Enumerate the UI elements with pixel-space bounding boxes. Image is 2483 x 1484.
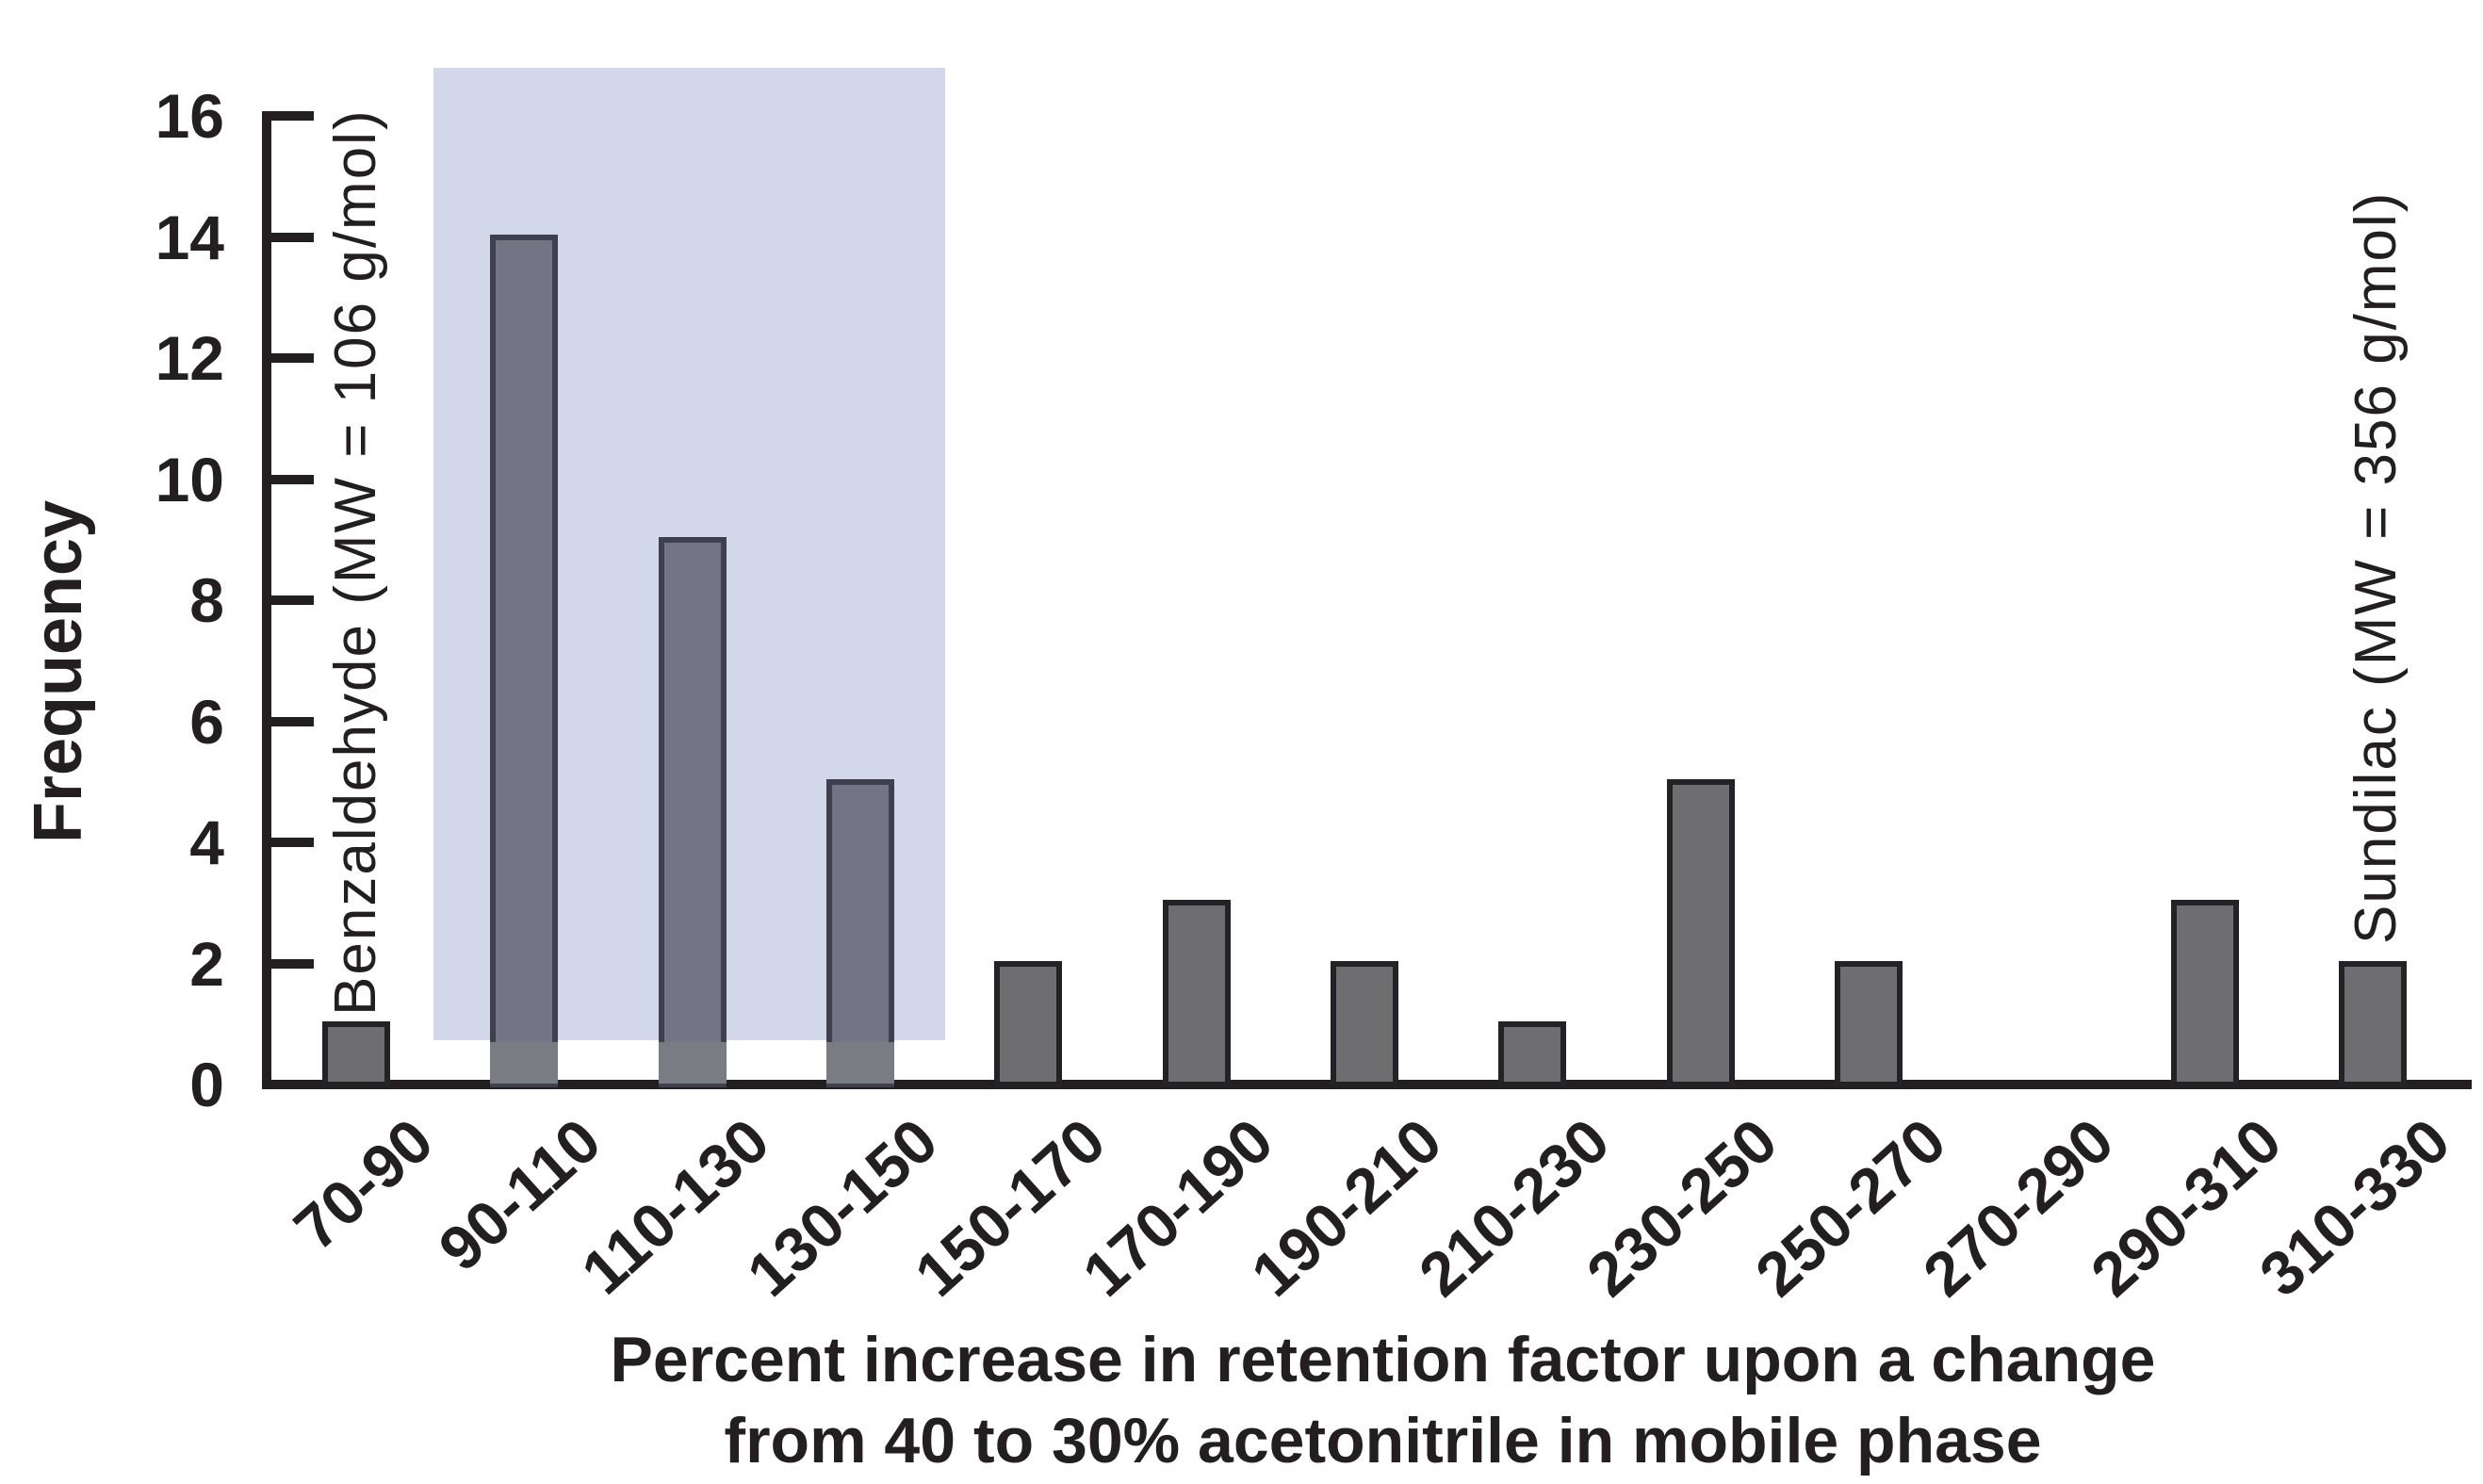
x-axis-title-line1: Percent increase in retention factor upo… xyxy=(610,1324,2156,1395)
y-tick-mark-4 xyxy=(267,838,314,847)
y-tick-mark-16 xyxy=(267,111,314,121)
x-axis-title-line2: from 40 to 30% acetonitrile in mobile ph… xyxy=(724,1405,2042,1476)
bar-290-310 xyxy=(2170,900,2239,1087)
y-tick-label-2: 2 xyxy=(189,928,224,999)
x-tick-label-290-310: 290-310 xyxy=(2078,1104,2295,1310)
bar-230-250 xyxy=(1666,778,1735,1087)
y-tick-label-8: 8 xyxy=(189,565,224,635)
x-tick-label-310-330: 310-330 xyxy=(2246,1104,2463,1310)
bar-below-highlight-strip-110-130 xyxy=(658,1042,727,1084)
x-tick-label-210-230: 210-230 xyxy=(1405,1104,1623,1310)
bar-70-90 xyxy=(322,1020,390,1087)
y-tick-label-6: 6 xyxy=(189,686,224,757)
y-tick-mark-12 xyxy=(267,353,314,363)
x-tick-label-110-130: 110-130 xyxy=(568,1104,782,1308)
bar-below-highlight-strip-90-110 xyxy=(490,1042,559,1084)
y-tick-mark-10 xyxy=(267,474,314,484)
annotation-benzaldehyde: Benzaldehyde (MW = 106 g/mol) xyxy=(323,108,388,1016)
x-tick-label-190-210: 190-210 xyxy=(1237,1104,1455,1310)
y-tick-mark-2 xyxy=(267,958,314,969)
x-tick-label-170-190: 170-190 xyxy=(1070,1104,1286,1310)
y-tick-label-0: 0 xyxy=(189,1050,224,1119)
x-tick-label-130-150: 130-150 xyxy=(733,1104,951,1310)
y-tick-mark-8 xyxy=(267,595,314,605)
bar-310-330 xyxy=(2338,960,2407,1087)
bar-150-170 xyxy=(994,960,1063,1087)
bar-110-130 xyxy=(658,536,727,1087)
x-tick-label-250-270: 250-270 xyxy=(1741,1104,1959,1310)
y-tick-mark-14 xyxy=(267,232,314,242)
bar-250-270 xyxy=(1834,960,1903,1087)
y-tick-label-4: 4 xyxy=(189,807,224,877)
x-tick-label-150-170: 150-170 xyxy=(901,1104,1119,1310)
bar-190-210 xyxy=(1330,960,1398,1087)
bar-210-230 xyxy=(1498,1020,1567,1087)
x-tick-label-270-290: 270-290 xyxy=(1909,1104,2127,1310)
y-tick-label-16: 16 xyxy=(155,81,224,151)
bar-170-190 xyxy=(1162,900,1231,1087)
x-tick-label-230-250: 230-250 xyxy=(1574,1104,1790,1310)
y-tick-mark-6 xyxy=(267,716,314,726)
y-tick-label-10: 10 xyxy=(155,444,224,514)
bar-90-110 xyxy=(490,234,559,1087)
y-tick-label-14: 14 xyxy=(155,202,224,272)
x-axis-title: Percent increase in retention factor upo… xyxy=(283,1319,2483,1481)
bar-130-150 xyxy=(825,778,894,1087)
y-tick-label-12: 12 xyxy=(155,323,224,393)
bar-below-highlight-strip-130-150 xyxy=(825,1042,894,1084)
x-tick-label-70-90: 70-90 xyxy=(281,1104,447,1264)
annotation-sundilac: Sundilac (MW = 356 g/mol) xyxy=(2344,190,2409,944)
y-axis-title: Frequency xyxy=(21,499,96,843)
